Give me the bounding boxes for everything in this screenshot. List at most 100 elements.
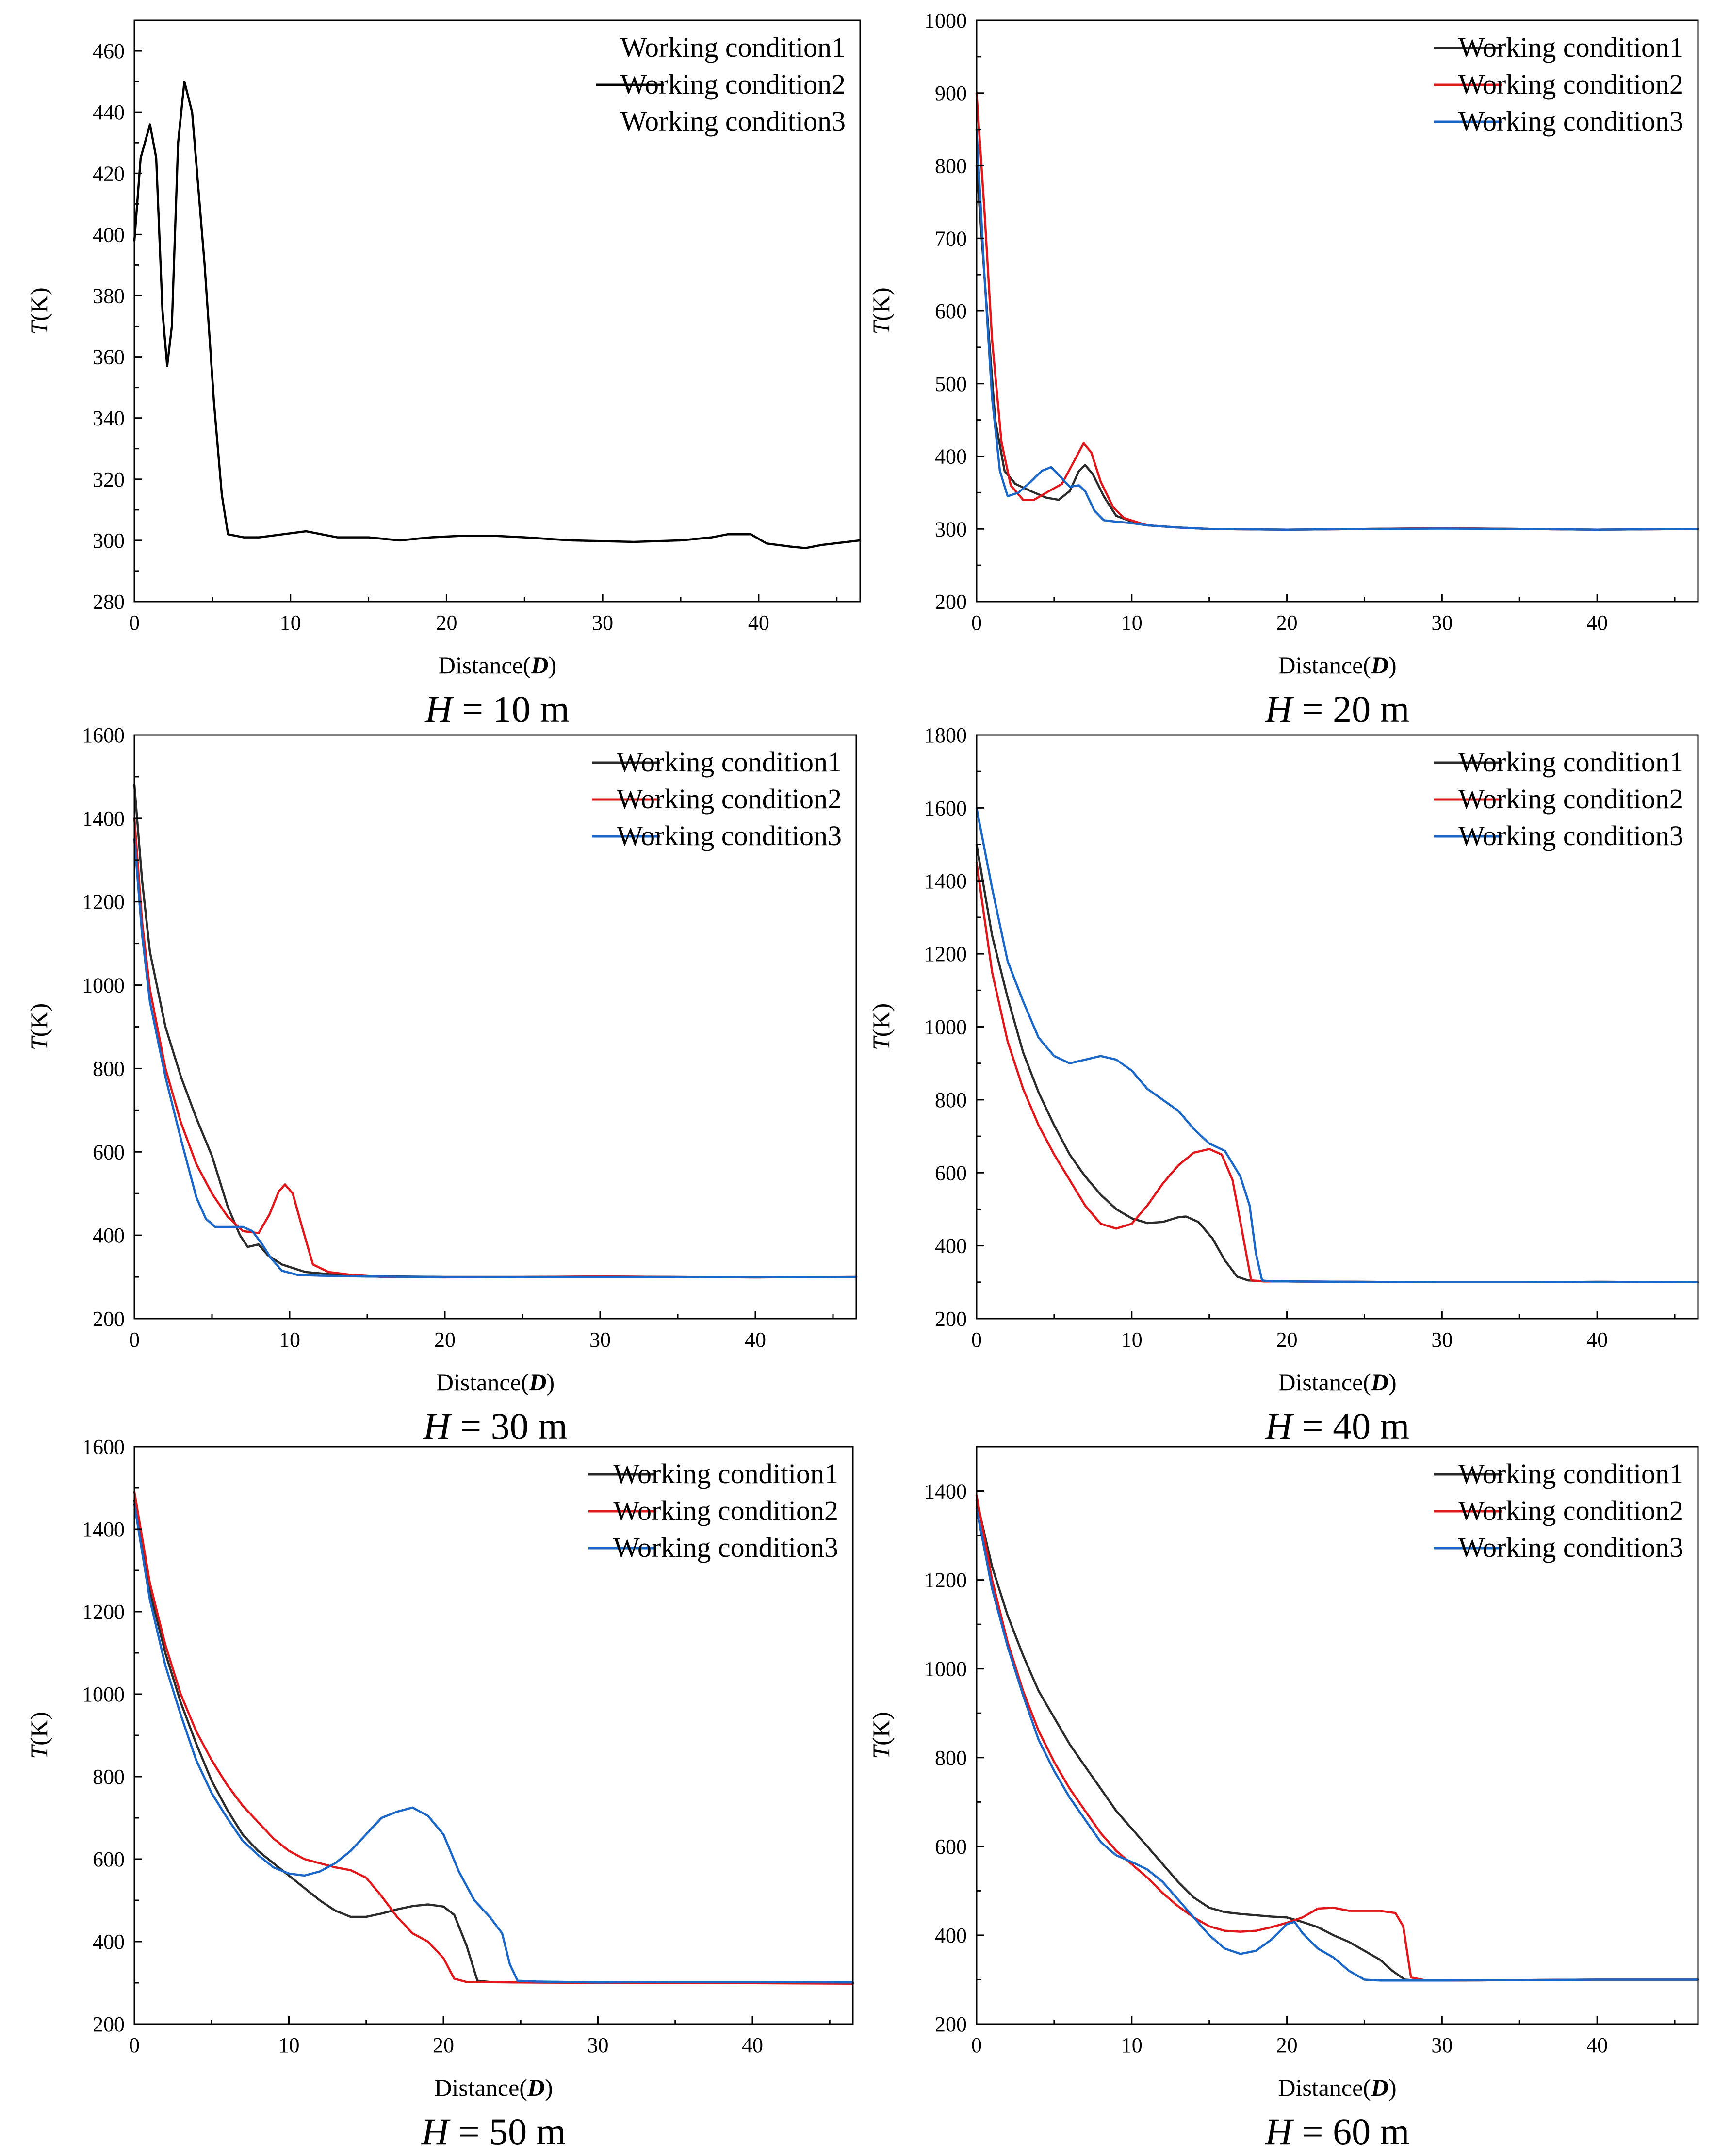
y-tick-label: 1600 — [924, 796, 967, 820]
x-tick-label: 0 — [971, 611, 982, 635]
x-tick-label: 20 — [1276, 1328, 1298, 1352]
y-tick-label: 360 — [93, 345, 125, 369]
y-tick-label: 400 — [935, 445, 967, 469]
y-axis-title: T(K) — [867, 287, 895, 334]
legend-label: Working condition2 — [620, 68, 846, 100]
y-tick-label: 600 — [935, 1161, 967, 1185]
x-tick-label: 0 — [129, 1328, 140, 1352]
legend-label: Working condition1 — [620, 32, 846, 63]
y-tick-label: 400 — [93, 1930, 125, 1954]
chart-panel-5: 0 10 20 30 40 200 400 600 800 1000 1200 1400 1600 Dis… — [25, 1435, 854, 2153]
y-tick-label: 200 — [935, 2012, 967, 2036]
legend-label: Working condition3 — [620, 105, 846, 137]
x-tick-label: 20 — [433, 2033, 454, 2057]
x-tick-label: 40 — [1586, 2033, 1608, 2057]
legend-label: Working condition1 — [617, 746, 842, 778]
x-tick-label: 40 — [1586, 611, 1608, 635]
x-tick-label: 40 — [748, 611, 769, 635]
x-tick-label: 40 — [742, 2033, 763, 2057]
x-tick-label: 10 — [278, 2033, 299, 2057]
legend-label: Working condition3 — [613, 1532, 838, 1563]
y-tick-label: 900 — [935, 82, 967, 105]
legend-label: Working condition2 — [1458, 1495, 1683, 1526]
x-tick-label: 30 — [1431, 1328, 1453, 1352]
x-tick-label: 20 — [434, 1328, 456, 1352]
panel-caption: H = 20 m — [1265, 688, 1410, 730]
x-tick-label: 30 — [589, 1328, 611, 1352]
y-axis-title: T(K) — [25, 1003, 52, 1050]
y-tick-label: 1000 — [924, 9, 967, 33]
x-tick-label: 10 — [279, 1328, 300, 1352]
x-tick-label: 10 — [1121, 2033, 1143, 2057]
y-tick-label: 200 — [935, 1307, 967, 1331]
y-tick-label: 1200 — [82, 1600, 125, 1624]
legend-label: Working condition1 — [1458, 1458, 1683, 1489]
y-tick-label: 1000 — [924, 1657, 967, 1681]
y-tick-label: 200 — [935, 590, 967, 614]
x-tick-label: 10 — [1121, 1328, 1143, 1352]
y-axis-title: T(K) — [25, 287, 52, 334]
x-axis-title: Distance(D) — [436, 1369, 555, 1396]
y-tick-label: 1400 — [924, 1480, 967, 1503]
y-tick-label: 1600 — [82, 723, 125, 747]
series-line-working-condition3 — [975, 128, 1699, 531]
x-tick-label: 20 — [436, 611, 457, 635]
y-tick-label: 600 — [935, 299, 967, 323]
series-line-working-condition2 — [975, 1494, 1699, 1982]
chart-panel-1: 0 10 20 30 40 280 300 320 340 360 380 400 420 440 460 D… — [25, 19, 862, 730]
y-tick-label: 200 — [93, 1307, 125, 1331]
y-tick-label: 400 — [935, 1924, 967, 1947]
chart-panel-6: 0 10 20 30 40 200 400 600 800 1000 1200 1400 Distanc… — [867, 1446, 1699, 2153]
series-line-working-condition1 — [975, 1499, 1699, 1982]
y-tick-label: 1400 — [82, 807, 125, 831]
y-tick-label: 1200 — [924, 1568, 967, 1592]
y-tick-label: 1000 — [82, 974, 125, 997]
series-line-working-condition1 — [133, 784, 858, 1279]
y-tick-label: 300 — [93, 529, 125, 553]
legend-label: Working condition1 — [1458, 32, 1683, 63]
x-tick-label: 40 — [745, 1328, 766, 1352]
x-tick-label: 30 — [1431, 2033, 1453, 2057]
series-line-working-condition2 — [975, 861, 1699, 1284]
panel-caption: H = 30 m — [423, 1405, 568, 1447]
x-tick-label: 20 — [1276, 2033, 1298, 2057]
legend-label: Working condition2 — [1458, 783, 1683, 815]
y-tick-label: 340 — [93, 407, 125, 430]
series-line-working-condition1 — [133, 1499, 854, 1984]
y-tick-label: 1600 — [82, 1435, 125, 1459]
y-tick-label: 460 — [93, 39, 125, 63]
legend-label: Working condition3 — [617, 820, 842, 851]
y-tick-label: 700 — [935, 227, 967, 250]
y-axis-title: T(K) — [867, 1003, 895, 1050]
y-tick-label: 380 — [93, 284, 125, 308]
series-line-working-condition3 — [975, 807, 1699, 1284]
legend-label: Working condition1 — [613, 1458, 838, 1489]
legend-label: Working condition1 — [1458, 746, 1683, 778]
y-tick-label: 280 — [93, 590, 125, 614]
x-tick-label: 30 — [592, 611, 613, 635]
y-tick-label: 800 — [93, 1057, 125, 1080]
series-line-working-condition1 — [975, 843, 1699, 1284]
series-line-working-condition2 — [133, 817, 858, 1279]
y-tick-label: 800 — [93, 1765, 125, 1789]
series-line-working-condition3 — [975, 1507, 1699, 1982]
legend-label: Working condition2 — [617, 783, 842, 815]
panel-caption: H = 60 m — [1265, 2110, 1410, 2153]
y-tick-label: 1200 — [82, 890, 125, 914]
y-tick-label: 1000 — [82, 1682, 125, 1706]
x-tick-label: 10 — [1121, 611, 1143, 635]
y-tick-label: 1000 — [924, 1015, 967, 1039]
x-tick-label: 0 — [971, 2033, 982, 2057]
y-tick-label: 400 — [935, 1234, 967, 1258]
y-tick-label: 400 — [93, 1224, 125, 1247]
chart-panel-4: 0 10 20 30 40 200 400 600 800 1000 1200 1400 1600 180… — [867, 723, 1699, 1447]
y-tick-label: 500 — [935, 372, 967, 396]
series-line-working-condition3 — [133, 1503, 854, 1984]
y-tick-label: 1400 — [924, 869, 967, 893]
x-tick-label: 0 — [129, 2033, 140, 2057]
y-tick-label: 1400 — [82, 1518, 125, 1541]
y-tick-label: 600 — [93, 1847, 125, 1871]
y-tick-label: 800 — [935, 1088, 967, 1112]
x-axis-title: Distance(D) — [1278, 1369, 1396, 1396]
